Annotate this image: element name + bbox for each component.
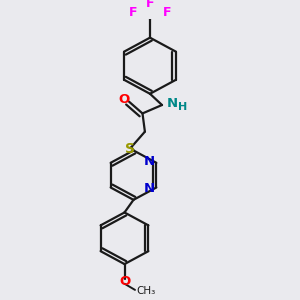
Text: N: N	[167, 98, 178, 110]
Text: CH₃: CH₃	[136, 286, 156, 296]
Text: N: N	[144, 182, 155, 195]
Text: F: F	[146, 0, 154, 10]
Text: S: S	[125, 142, 135, 156]
Text: F: F	[129, 7, 137, 20]
Text: H: H	[178, 102, 187, 112]
Text: F: F	[163, 7, 171, 20]
Text: N: N	[144, 155, 155, 168]
Text: O: O	[119, 275, 130, 288]
Text: O: O	[118, 93, 130, 106]
